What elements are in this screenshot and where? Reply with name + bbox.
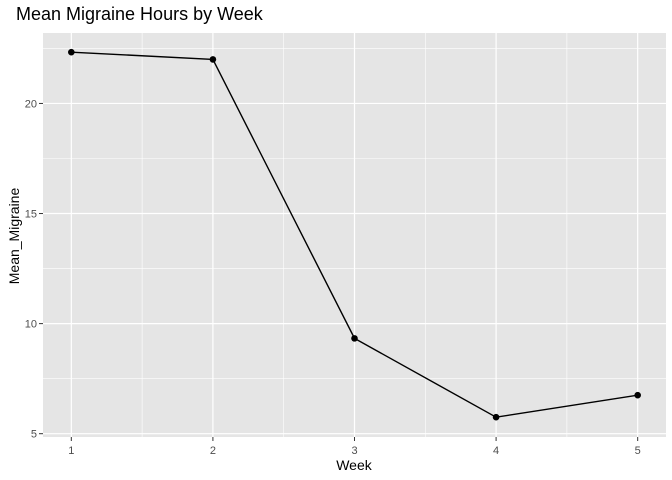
series-layer (68, 48, 641, 421)
x-tick-label: 1 (68, 445, 74, 457)
data-point (492, 413, 500, 421)
grid-lines (43, 33, 666, 437)
x-tick-label: 4 (493, 445, 499, 457)
data-point (68, 48, 75, 56)
data-point (209, 56, 217, 63)
chart-title: Mean Migraine Hours by Week (16, 4, 263, 24)
data-point (634, 391, 641, 399)
y-tick-label: 15 (25, 209, 37, 221)
y-tick-label: 5 (31, 429, 37, 441)
axis-ticks: 5 10 15 20 1 2 3 4 5 (25, 98, 641, 457)
x-axis-title: Week (336, 457, 373, 473)
y-tick-label: 20 (25, 98, 37, 110)
x-tick-label: 5 (635, 445, 641, 457)
x-tick-label: 3 (351, 445, 357, 457)
x-tick-label: 2 (210, 445, 216, 457)
data-point (351, 335, 358, 342)
y-axis-title: Mean_Migraine (6, 188, 22, 285)
y-tick-label: 10 (25, 319, 37, 331)
